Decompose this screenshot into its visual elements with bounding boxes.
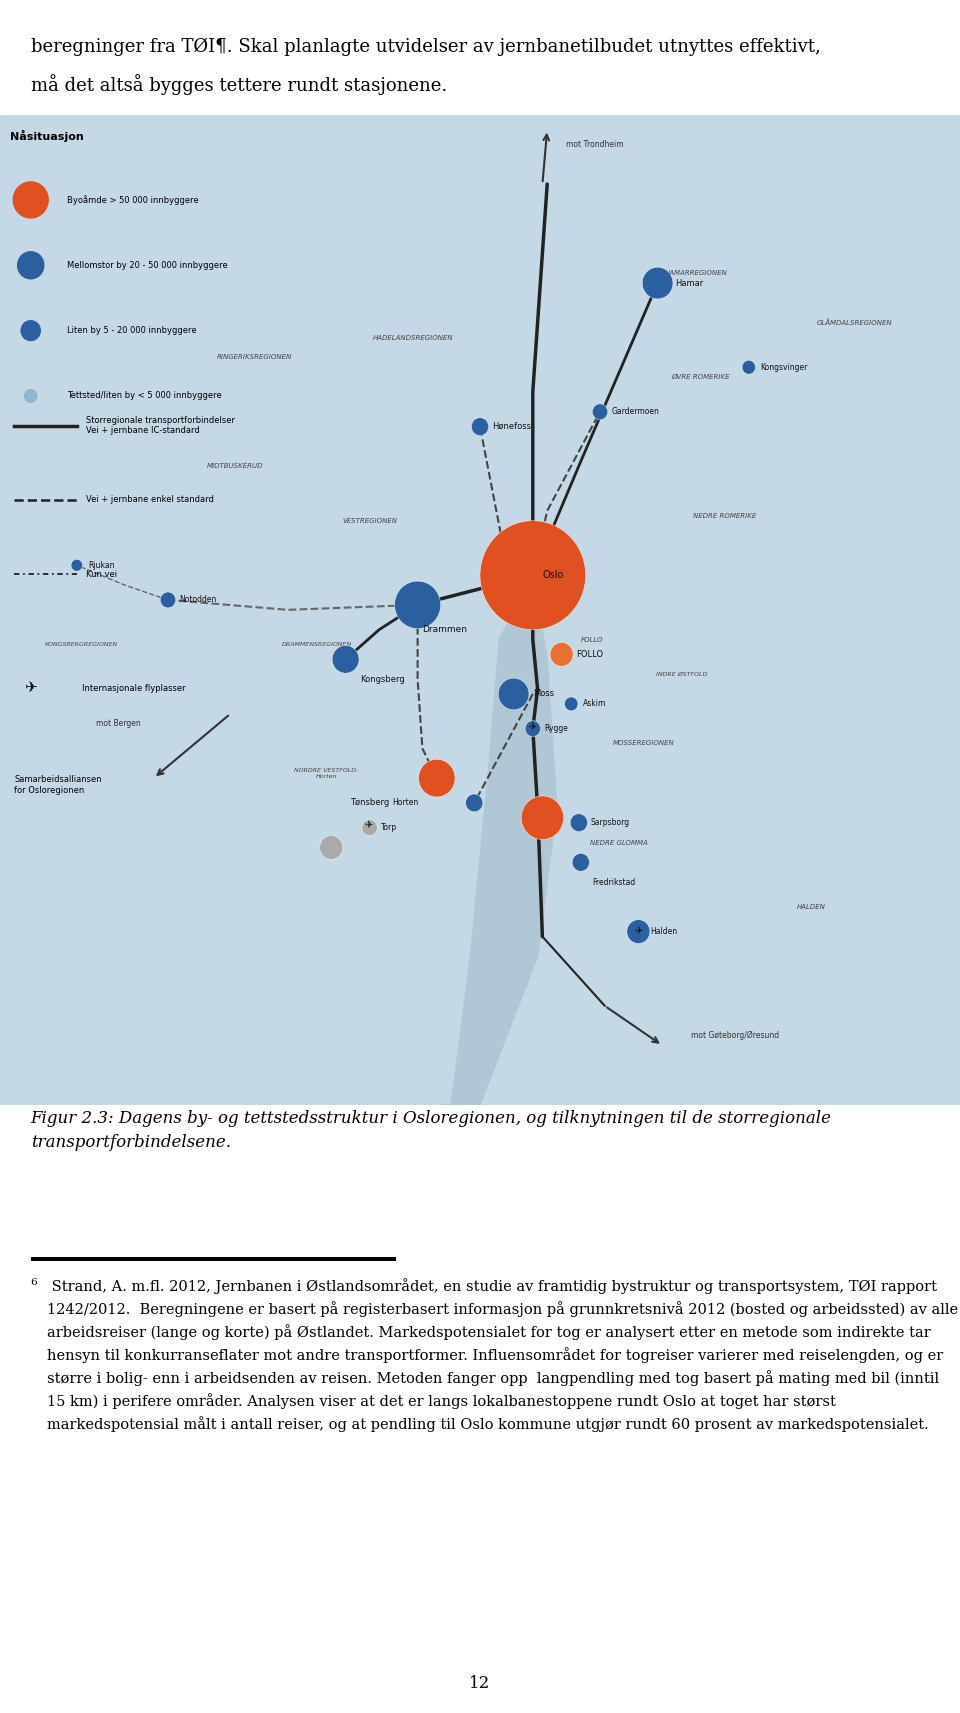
Text: Vei + jernbane enkel standard: Vei + jernbane enkel standard (86, 495, 214, 504)
Text: mot Trondheim: mot Trondheim (566, 140, 624, 149)
Circle shape (362, 821, 377, 836)
Text: NORDRE VESTFOLD:
Horten: NORDRE VESTFOLD: Horten (295, 767, 358, 779)
Text: NEDRE GLOMMA: NEDRE GLOMMA (590, 839, 648, 846)
Text: beregninger fra TØI¶. Skal planlagte utvidelser av jernbanetilbudet utnyttes eff: beregninger fra TØI¶. Skal planlagte utv… (31, 38, 821, 57)
Text: Tettsted/liten by < 5 000 innbyggere: Tettsted/liten by < 5 000 innbyggere (67, 392, 222, 401)
Text: Liten by 5 - 20 000 innbyggere: Liten by 5 - 20 000 innbyggere (67, 325, 197, 336)
Circle shape (642, 267, 673, 300)
Text: MOSSEREGIONEN: MOSSEREGIONEN (612, 740, 674, 747)
Circle shape (25, 389, 36, 403)
Text: VESTREGIONEN: VESTREGIONEN (342, 517, 397, 524)
Circle shape (471, 418, 489, 435)
Circle shape (332, 646, 359, 673)
Text: Figur 2.3: Dagens by- og tettstedsstruktur i Osloregionen, og tilknytningen til : Figur 2.3: Dagens by- og tettstedsstrukt… (31, 1110, 831, 1151)
Circle shape (627, 920, 650, 944)
Text: Byoåmde > 50 000 innbyggere: Byoåmde > 50 000 innbyggere (67, 195, 199, 206)
Text: Kongsvinger: Kongsvinger (760, 363, 807, 372)
Text: FOLLO: FOLLO (576, 649, 603, 660)
Circle shape (160, 593, 176, 608)
Text: MIDTBUSKERUD: MIDTBUSKERUD (207, 463, 263, 469)
Text: RINGERIKSREGIONEN: RINGERIKSREGIONEN (217, 355, 292, 360)
Text: FOLLO: FOLLO (581, 637, 604, 642)
Circle shape (550, 642, 573, 666)
Text: Drammen: Drammen (422, 625, 468, 634)
Text: ØVRE ROMERIKE: ØVRE ROMERIKE (672, 373, 730, 380)
Circle shape (71, 560, 83, 570)
Text: ✈: ✈ (635, 927, 642, 937)
Text: Sarpsborg: Sarpsborg (590, 819, 630, 827)
Text: Kongsberg: Kongsberg (360, 675, 405, 683)
Text: GLÅMDALSREGIONEN: GLÅMDALSREGIONEN (817, 319, 892, 325)
Circle shape (525, 721, 540, 737)
Polygon shape (442, 576, 557, 1105)
Text: HADELANDSREGIONEN: HADELANDSREGIONEN (372, 334, 453, 341)
Text: Notodden: Notodden (180, 596, 217, 605)
Text: Halden: Halden (650, 927, 677, 935)
Text: INDRE ØSTFOLD: INDRE ØSTFOLD (656, 671, 708, 677)
Text: Mellomstor by 20 - 50 000 innbyggere: Mellomstor by 20 - 50 000 innbyggere (67, 260, 228, 269)
Text: Askim: Askim (583, 699, 606, 709)
Text: Hønefoss: Hønefoss (492, 421, 532, 432)
Text: Hamar: Hamar (675, 279, 703, 288)
Circle shape (570, 814, 588, 831)
Circle shape (521, 797, 564, 839)
Text: Rjukan: Rjukan (88, 560, 115, 570)
Text: HALDEN: HALDEN (797, 904, 826, 910)
Text: Moss: Moss (533, 690, 554, 699)
Text: Tønsberg: Tønsberg (350, 798, 390, 807)
Text: Nåsituasjon: Nåsituasjon (10, 130, 84, 142)
Text: Samarbeidsalliansen
for Osloregionen: Samarbeidsalliansen for Osloregionen (14, 774, 102, 795)
Text: Rygge: Rygge (544, 725, 568, 733)
Text: Internasjonale flyplasser: Internasjonale flyplasser (82, 683, 185, 692)
Text: ✈: ✈ (365, 821, 372, 831)
Text: KONGSBERGREGIONEN: KONGSBERGREGIONEN (45, 642, 118, 648)
Text: ✈: ✈ (24, 680, 37, 695)
Text: Storregionale transportforbindelser
Vei + jernbane IC-standard: Storregionale transportforbindelser Vei … (86, 416, 235, 435)
Circle shape (13, 182, 48, 218)
Text: ✈: ✈ (529, 723, 537, 733)
Text: må det altså bygges tettere rundt stasjonene.: må det altså bygges tettere rundt stasjo… (31, 74, 447, 94)
Text: Strand, A. m.fl. 2012, Jernbanen i Østlandsområdet, en studie av framtidig bystr: Strand, A. m.fl. 2012, Jernbanen i Østla… (47, 1278, 958, 1432)
Circle shape (742, 360, 756, 373)
Text: Horten: Horten (393, 798, 419, 807)
Text: 12: 12 (469, 1675, 491, 1692)
Text: Oslo: Oslo (542, 570, 564, 581)
Text: mot Bergen: mot Bergen (96, 719, 141, 728)
Text: 6: 6 (31, 1278, 37, 1286)
Circle shape (572, 853, 589, 872)
Text: HAMARREGIONEN: HAMARREGIONEN (664, 271, 728, 276)
Text: NEDRE ROMERIKE: NEDRE ROMERIKE (693, 512, 756, 519)
Text: mot Gøteborg/Øresund: mot Gøteborg/Øresund (691, 1031, 780, 1040)
Text: Torp: Torp (381, 824, 397, 833)
Circle shape (419, 759, 455, 797)
Text: Fredrikstad: Fredrikstad (592, 877, 636, 887)
Circle shape (592, 404, 608, 420)
Circle shape (320, 836, 343, 860)
Text: Gardermoen: Gardermoen (612, 408, 660, 416)
Circle shape (498, 678, 529, 709)
Text: Kun vei: Kun vei (86, 570, 117, 579)
Circle shape (480, 521, 586, 630)
Text: DRAMMENSREGIONEN: DRAMMENSREGIONEN (281, 642, 352, 648)
Circle shape (17, 252, 44, 279)
Circle shape (564, 697, 578, 711)
Circle shape (395, 581, 441, 629)
Circle shape (21, 320, 40, 341)
Circle shape (466, 795, 483, 812)
